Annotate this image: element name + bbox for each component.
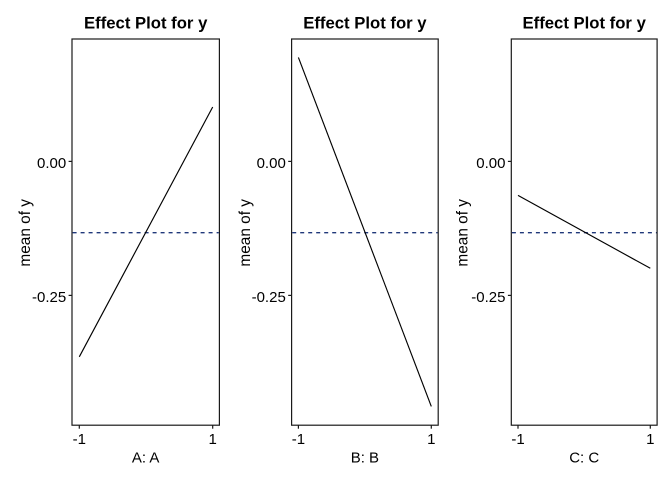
- svg-text:-1: -1: [73, 431, 86, 448]
- svg-text:-0.25: -0.25: [32, 289, 66, 306]
- svg-text:mean of y: mean of y: [237, 199, 254, 267]
- svg-text:1: 1: [646, 431, 654, 448]
- svg-text:-0.25: -0.25: [471, 289, 505, 306]
- svg-text:mean of y: mean of y: [454, 199, 471, 267]
- svg-text:-1: -1: [511, 431, 524, 448]
- svg-text:Effect Plot for y: Effect Plot for y: [84, 13, 208, 32]
- svg-text:-1: -1: [292, 431, 305, 448]
- svg-text:B: B: B: B: [351, 450, 379, 467]
- svg-text:C: C: C: C: [569, 450, 599, 467]
- svg-text:0.00: 0.00: [476, 155, 505, 172]
- svg-text:Effect Plot for y: Effect Plot for y: [303, 13, 427, 32]
- svg-text:mean of y: mean of y: [17, 199, 34, 267]
- svg-text:1: 1: [427, 431, 435, 448]
- svg-text:-0.25: -0.25: [252, 289, 286, 306]
- svg-text:1: 1: [209, 431, 217, 448]
- svg-text:Effect Plot for y: Effect Plot for y: [523, 13, 647, 32]
- svg-text:A: A: A: A: [132, 450, 160, 467]
- svg-text:0.00: 0.00: [257, 155, 286, 172]
- svg-text:0.00: 0.00: [37, 155, 66, 172]
